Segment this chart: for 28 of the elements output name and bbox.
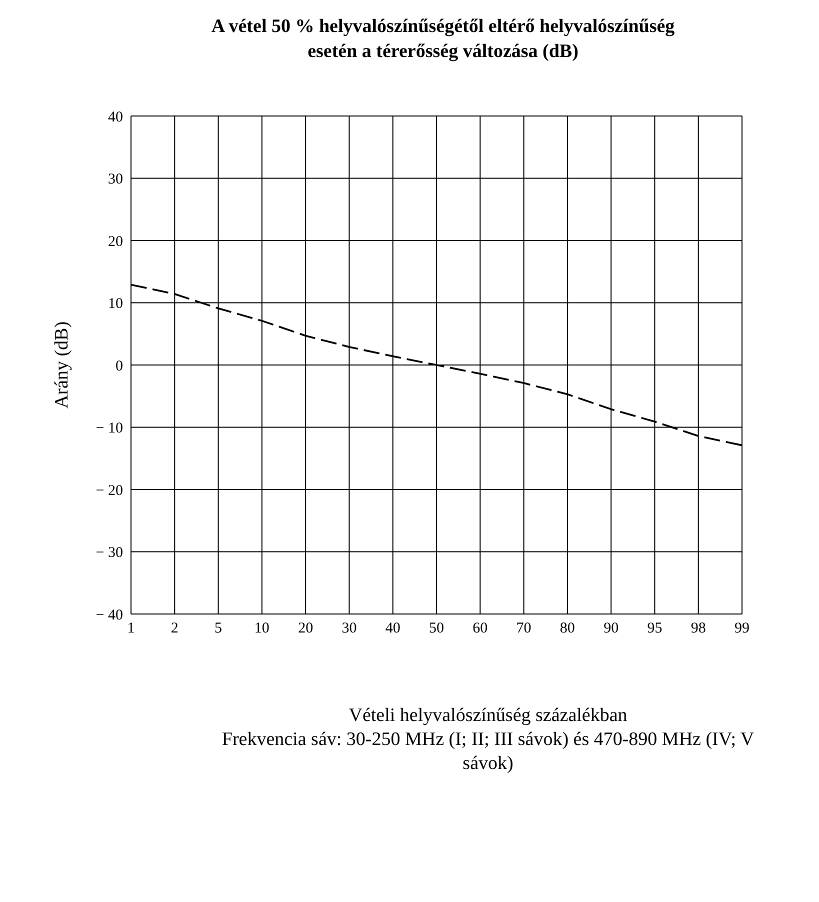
x-tick-label: 99 xyxy=(734,620,750,637)
x-tick-label: 10 xyxy=(254,620,270,637)
x-tick-label: 60 xyxy=(472,620,488,637)
x-tick-label: 2 xyxy=(170,620,178,637)
x-tick-label: 5 xyxy=(214,620,222,637)
x-tick-label: 30 xyxy=(342,620,357,637)
x-tick-label: 20 xyxy=(298,620,314,637)
y-tick-label: − 40 xyxy=(96,607,123,624)
y-tick-label: − 20 xyxy=(96,482,123,499)
y-tick-label: − 10 xyxy=(96,420,123,437)
x-tick-label: 70 xyxy=(516,620,532,637)
y-tick-label: 30 xyxy=(108,172,123,188)
y-axis-title: Arány (dB) xyxy=(52,321,73,409)
x-tick-label: 40 xyxy=(385,620,400,637)
y-tick-label: 40 xyxy=(108,109,123,126)
x-axis-title: Vételi helyvalószínűség százalékban xyxy=(348,704,628,728)
x-tick-label: 98 xyxy=(690,620,706,637)
x-tick-label: 90 xyxy=(604,620,619,637)
y-tick-label: 10 xyxy=(108,296,123,312)
x-tick-label: 95 xyxy=(647,620,662,637)
x-tick-label: 80 xyxy=(560,620,575,637)
y-tick-label: − 30 xyxy=(96,545,123,562)
x-tick-label: 1 xyxy=(127,620,135,637)
x-tick-label: 50 xyxy=(429,620,444,637)
chart-title: A vétel 50 % helyvalószínűségétől eltérő helyvalószínűség esetén a térerősség változása (dB) xyxy=(210,15,676,64)
text: Frekvencia sáv: 30-250 MHz (I; II; III sávok) és 470-890 MHz (IV; V sávok) xyxy=(220,728,756,776)
y-tick-label: 20 xyxy=(108,234,123,250)
y-tick-label: 0 xyxy=(116,358,123,374)
